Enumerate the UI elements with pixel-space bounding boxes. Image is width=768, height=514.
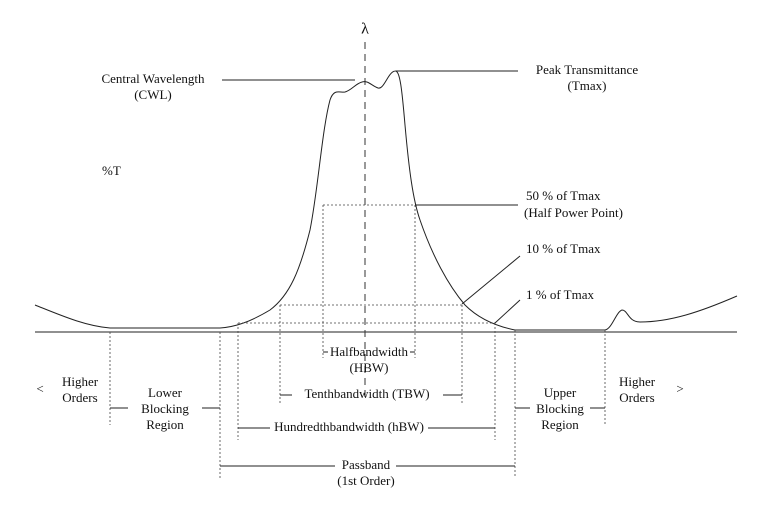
hbw-label: Halfbandwidth bbox=[330, 344, 408, 359]
upper-blocking: Region bbox=[541, 417, 579, 432]
hbw-hundredth-label: Hundredthbandwidth (hBW) bbox=[274, 419, 424, 434]
higher-orders-right: Higher bbox=[619, 374, 656, 389]
higher-orders-left: Higher bbox=[62, 374, 99, 389]
upper-blocking: Blocking bbox=[536, 401, 584, 416]
hbw-label: (HBW) bbox=[350, 360, 389, 375]
leader-lines bbox=[110, 70, 605, 467]
lower-blocking: Region bbox=[146, 417, 184, 432]
lambda: λ bbox=[361, 21, 369, 38]
cwl-label: Central Wavelength bbox=[101, 71, 205, 86]
upper-blocking: Upper bbox=[544, 385, 577, 400]
higher-orders-left: Orders bbox=[62, 390, 97, 405]
hundredth-label: 1 % of Tmax bbox=[526, 287, 594, 302]
lower-blocking: Lower bbox=[148, 385, 183, 400]
lower-blocking: Blocking bbox=[141, 401, 189, 416]
peak-label: (Tmax) bbox=[568, 78, 607, 93]
passband-label: (1st Order) bbox=[337, 473, 394, 488]
transmission-curve bbox=[34, 70, 738, 331]
passband-label: Passband bbox=[342, 457, 391, 472]
boundary-lines bbox=[109, 205, 606, 478]
right-arrow: > bbox=[676, 381, 683, 396]
higher-orders-right: Orders bbox=[619, 390, 654, 405]
tenth-label: 10 % of Tmax bbox=[526, 241, 601, 256]
y-axis-label: %T bbox=[102, 163, 121, 178]
peak-label: Peak Transmittance bbox=[536, 62, 638, 77]
left-arrow: < bbox=[36, 381, 43, 396]
tbw-label: Tenthbandwidth (TBW) bbox=[304, 386, 429, 401]
half-power-label: 50 % of Tmax bbox=[526, 188, 601, 203]
half-power-label: (Half Power Point) bbox=[524, 205, 623, 220]
cwl-label: (CWL) bbox=[134, 87, 172, 102]
